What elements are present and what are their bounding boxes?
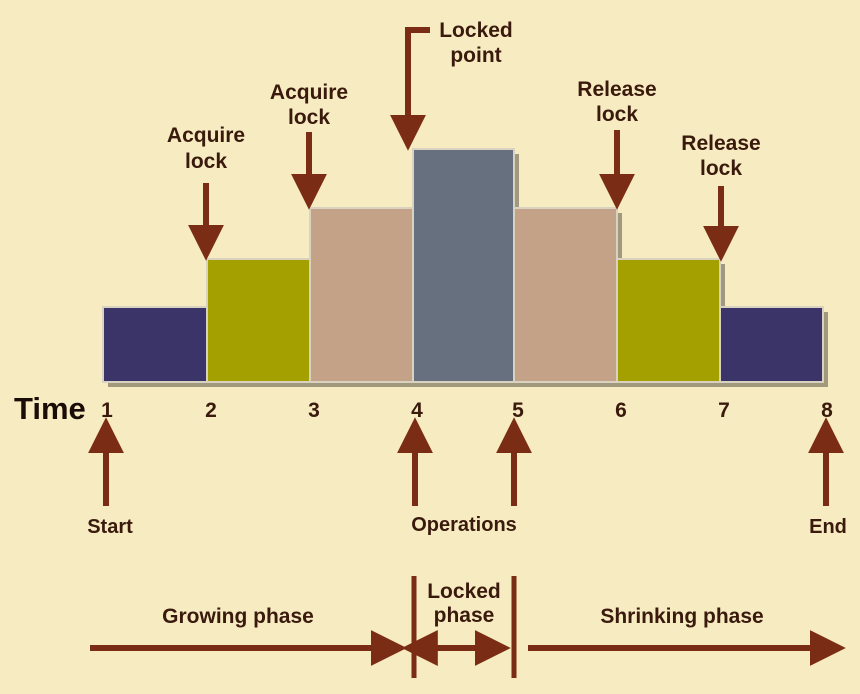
time-tick-label: 4 xyxy=(411,399,423,422)
lock-annotation-label: lock xyxy=(700,157,742,180)
lock-annotation-label: lock xyxy=(288,106,330,129)
lock-block-6 xyxy=(616,258,721,383)
time-tick-label: 1 xyxy=(101,399,113,422)
lock-annotation-label: Acquire xyxy=(270,81,348,104)
start-label: Start xyxy=(87,516,133,538)
time-tick-label: 8 xyxy=(821,399,833,422)
lock-block-2 xyxy=(206,258,311,383)
time-tick-label: 5 xyxy=(512,399,524,422)
lock-block-3 xyxy=(309,207,414,383)
lock-annotation-label: Release xyxy=(681,132,760,155)
time-tick-label: 3 xyxy=(308,399,320,422)
lock-level-blocks xyxy=(102,148,828,387)
lock-annotation-label: point xyxy=(450,44,501,67)
time-ticks: 1 2 3 4 5 6 7 8 xyxy=(101,399,833,422)
lock-block-7 xyxy=(719,306,824,383)
time-tick-label: 2 xyxy=(205,399,217,422)
lock-annotation-label: Locked xyxy=(439,19,513,42)
lock-annotation-label: Acquire xyxy=(167,124,245,147)
lock-annotation-label: lock xyxy=(185,150,227,173)
lock-annotations: AcquirelockAcquirelockLockedpointRelease… xyxy=(167,19,761,262)
time-tick-label: 7 xyxy=(718,399,730,422)
locked-phase-label-line2: phase xyxy=(434,604,495,627)
time-tick-label: 6 xyxy=(615,399,627,422)
operations-label: Operations xyxy=(411,514,517,536)
time-axis-label: Time xyxy=(14,391,86,426)
locked-point-arrow xyxy=(390,27,430,151)
lock-block-4 xyxy=(412,148,515,383)
lock-block-1 xyxy=(102,306,208,383)
lock-annotation-label: lock xyxy=(596,103,638,126)
locked-phase-label-line1: Locked xyxy=(427,580,501,603)
shrinking-phase-label: Shrinking phase xyxy=(600,605,763,628)
growing-phase-label: Growing phase xyxy=(162,605,314,628)
end-label: End xyxy=(809,516,847,538)
lock-block-5 xyxy=(513,207,618,383)
lock-annotation-label: Release xyxy=(577,78,656,101)
